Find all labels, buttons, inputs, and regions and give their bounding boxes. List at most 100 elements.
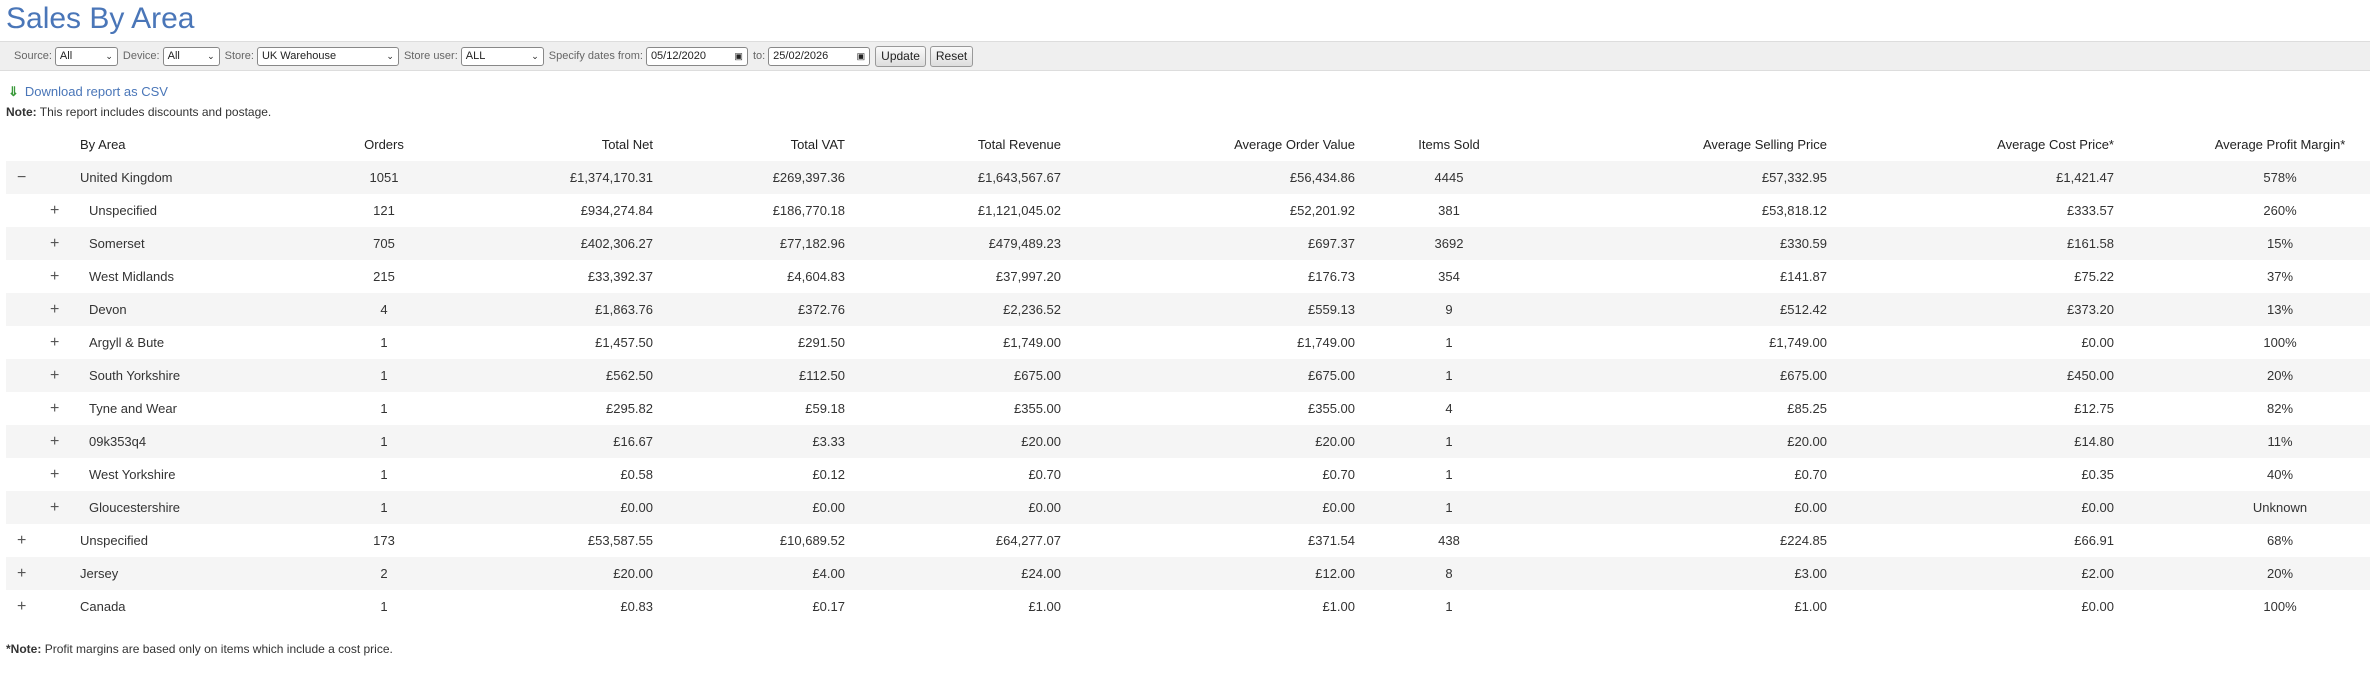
calendar-icon[interactable]: ▣ <box>856 50 866 61</box>
table-cell: Unspecified <box>89 203 157 218</box>
table-cell: Unknown <box>2252 500 2308 515</box>
button[interactable]: Update <box>875 45 926 67</box>
table-cell: £14.80 <box>2074 434 2114 449</box>
expand-toggle[interactable]: + <box>17 565 27 582</box>
table-cell: £0.70 <box>1794 467 1827 482</box>
footnote-label: *Note: <box>6 642 42 656</box>
table-cell: Argyll & Bute <box>89 335 165 350</box>
table-cell: £20.00 <box>1787 434 1827 449</box>
column-header: Orders <box>364 137 404 152</box>
download-text[interactable]: Download report as CSV <box>24 84 168 99</box>
table-cell: £0.12 <box>812 467 845 482</box>
column-header: By Area <box>80 137 126 152</box>
expand-toggle[interactable]: + <box>50 400 60 417</box>
table-cell: £12.75 <box>2074 401 2114 416</box>
chevron[interactable]: ⌄ <box>207 50 215 61</box>
table-cell: 260% <box>2263 203 2297 218</box>
table-cell: £562.50 <box>606 368 653 383</box>
expand-toggle[interactable]: + <box>50 466 60 483</box>
table-cell: £52,201.92 <box>1289 203 1355 218</box>
filter-label: Store: <box>224 50 254 62</box>
table-cell: £0.00 <box>2081 500 2114 515</box>
table-cell: £333.57 <box>2067 203 2114 218</box>
table-cell: £675.00 <box>1780 368 1827 383</box>
chevron[interactable]: ⌄ <box>105 50 113 61</box>
select-value[interactable]: All <box>59 50 73 62</box>
expand-toggle[interactable]: + <box>50 367 60 384</box>
select-value[interactable]: UK Warehouse <box>261 50 337 62</box>
table-cell: £12.00 <box>1315 566 1355 581</box>
table-row: + Canada 1 £0.83 £0.17 £1.00 £1.00 1 £1.00 £0.00 1… <box>6 590 2370 623</box>
filter-label: Source: <box>14 50 52 62</box>
filter-bar: Source: All ⌄ Device: All ⌄ Store: UK Warehouse… <box>0 41 2370 71</box>
table-cell: 1 <box>1445 500 1453 515</box>
footnote-text: Profit margins are based only on items w… <box>44 642 393 656</box>
table-cell: £1,749.00 <box>1297 335 1355 350</box>
table-cell: £0.58 <box>620 467 653 482</box>
table-cell: 1051 <box>369 170 399 185</box>
expand-toggle[interactable]: + <box>50 301 60 318</box>
table-cell: 1 <box>380 599 388 614</box>
table-cell: £371.54 <box>1308 533 1355 548</box>
table-cell: £77,182.96 <box>779 236 845 251</box>
table-cell: 4 <box>380 302 388 317</box>
date-input[interactable]: 05/12/2020 ▣ <box>645 46 748 66</box>
expand-toggle[interactable]: − <box>17 169 27 186</box>
select-value[interactable]: ALL <box>465 50 486 62</box>
expand-toggle[interactable]: + <box>17 532 27 549</box>
select[interactable]: All ⌄ <box>162 46 220 66</box>
date-input[interactable]: 25/02/2026 ▣ <box>768 46 871 66</box>
table-cell: £295.82 <box>606 401 653 416</box>
table-row: + West Yorkshire 1 £0.58 £0.12 £0.70 £0.70 1 £0.… <box>6 458 2370 491</box>
table-cell: £0.00 <box>2081 599 2114 614</box>
table-cell: £10,689.52 <box>779 533 845 548</box>
header-row: By Area Orders Total Net Total VAT Total Rev… <box>6 128 2370 161</box>
table-cell: £450.00 <box>2067 368 2114 383</box>
page-title: Sales By Area <box>6 2 195 35</box>
table-cell: £24.00 <box>1021 566 1061 581</box>
note-label: Note: <box>6 105 37 119</box>
column-header: Average Profit Margin* <box>2214 137 2346 152</box>
expand-toggle[interactable]: + <box>50 235 60 252</box>
chevron[interactable]: ⌄ <box>386 50 394 61</box>
table-cell: 68% <box>2266 533 2294 548</box>
table-row: + South Yorkshire 1 £562.50 £112.50 £675.00 £6… <box>6 359 2370 392</box>
expand-toggle[interactable]: + <box>50 499 60 516</box>
select[interactable]: All ⌄ <box>54 46 118 66</box>
table-cell: 37% <box>2266 269 2294 284</box>
table-cell: 100% <box>2263 599 2297 614</box>
table-cell: 100% <box>2263 335 2297 350</box>
expand-toggle[interactable]: + <box>50 268 60 285</box>
expand-toggle[interactable]: + <box>17 598 27 615</box>
calendar-icon[interactable]: ▣ <box>734 50 743 61</box>
table-cell: £675.00 <box>1014 368 1061 383</box>
download-link[interactable]: ⇓ Download report as CSV <box>8 84 168 99</box>
table-cell: 1 <box>1445 599 1453 614</box>
expand-toggle[interactable]: + <box>50 334 60 351</box>
table-cell: £4,604.83 <box>787 269 845 284</box>
button[interactable]: Reset <box>929 45 974 67</box>
note: Note: This report includes discounts and… <box>6 105 271 119</box>
table-cell: £56,434.86 <box>1289 170 1355 185</box>
table-cell: 20% <box>2266 566 2294 581</box>
table-cell: £0.00 <box>1028 500 1061 515</box>
expand-toggle[interactable]: + <box>50 433 60 450</box>
chevron[interactable]: ⌄ <box>531 50 539 61</box>
select-value[interactable]: 25/02/2026 <box>773 50 829 62</box>
select[interactable]: UK Warehouse ⌄ <box>256 46 399 66</box>
select-value[interactable]: 05/12/2020 <box>650 50 706 62</box>
table-cell: 1 <box>380 434 388 449</box>
select[interactable]: ALL ⌄ <box>460 46 544 66</box>
expand-toggle[interactable]: + <box>50 202 60 219</box>
table-cell: £2,236.52 <box>1003 302 1061 317</box>
table-cell: 40% <box>2266 467 2294 482</box>
table-cell: 1 <box>1445 368 1453 383</box>
table-row: + Gloucestershire 1 £0.00 £0.00 £0.00 £0.00 1 £0… <box>6 491 2370 524</box>
table-cell: £57,332.95 <box>1761 170 1827 185</box>
table-cell: £330.59 <box>1780 236 1827 251</box>
table-cell: £20.00 <box>1315 434 1355 449</box>
table-cell: £0.00 <box>620 500 653 515</box>
table-cell: £66.91 <box>2074 533 2114 548</box>
select-value[interactable]: All <box>167 50 180 62</box>
